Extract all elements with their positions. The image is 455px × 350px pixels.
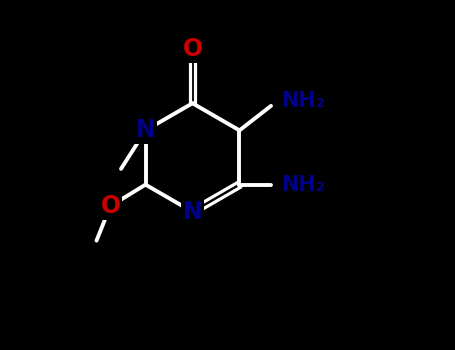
Text: N: N (136, 118, 156, 142)
Text: O: O (101, 194, 121, 218)
Text: O: O (182, 37, 202, 61)
Text: NH₂: NH₂ (282, 175, 325, 195)
Text: N: N (182, 200, 202, 224)
Text: NH₂: NH₂ (282, 91, 325, 111)
